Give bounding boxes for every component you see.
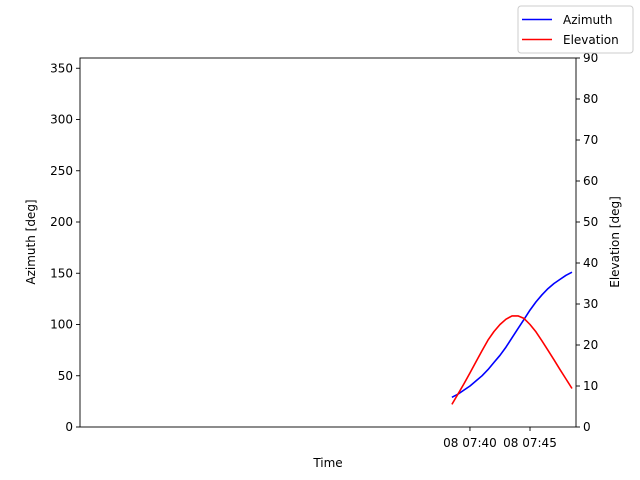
right-y-tick-label: 10 bbox=[583, 379, 598, 393]
left-y-tick-label: 200 bbox=[50, 215, 73, 229]
legend-box bbox=[517, 5, 634, 54]
right-y-tick-label: 80 bbox=[583, 92, 598, 106]
right-y-tick-label: 30 bbox=[583, 297, 598, 311]
right-y-tick-label: 20 bbox=[583, 338, 598, 352]
x-axis-label: Time bbox=[312, 456, 342, 470]
left-y-tick-label: 50 bbox=[58, 369, 73, 383]
legend-azimuth-label: Azimuth bbox=[563, 13, 612, 27]
right-y-tick-label: 0 bbox=[583, 420, 591, 434]
plot-frame bbox=[79, 57, 577, 428]
left-y-tick-label: 0 bbox=[65, 420, 73, 434]
right-y-tick-label: 50 bbox=[583, 215, 598, 229]
right-y-tick-label: 40 bbox=[583, 256, 598, 270]
left-y-tick-label: 250 bbox=[50, 164, 73, 178]
x-tick-label: 08 07:45 bbox=[503, 436, 557, 450]
series-line-elevation bbox=[451, 315, 573, 405]
right-y-axis-label: Elevation [deg] bbox=[608, 196, 622, 288]
right-y-tick-label: 90 bbox=[583, 51, 598, 65]
left-y-tick-label: 150 bbox=[50, 266, 73, 280]
left-y-tick-label: 300 bbox=[50, 113, 73, 127]
left-y-tick-label: 100 bbox=[50, 318, 73, 332]
left-y-axis-label: Azimuth [deg] bbox=[24, 199, 38, 284]
x-tick-label: 08 07:40 bbox=[443, 436, 497, 450]
x-axis-title: Time bbox=[312, 456, 342, 470]
series-line-azimuth bbox=[451, 271, 573, 399]
left-y-tick-label: 350 bbox=[50, 61, 73, 75]
right-y-tick-label: 70 bbox=[583, 133, 598, 147]
legend: Azimuth Elevation bbox=[517, 5, 634, 54]
legend-elevation-label: Elevation bbox=[563, 33, 619, 47]
right-y-tick-label: 60 bbox=[583, 174, 598, 188]
